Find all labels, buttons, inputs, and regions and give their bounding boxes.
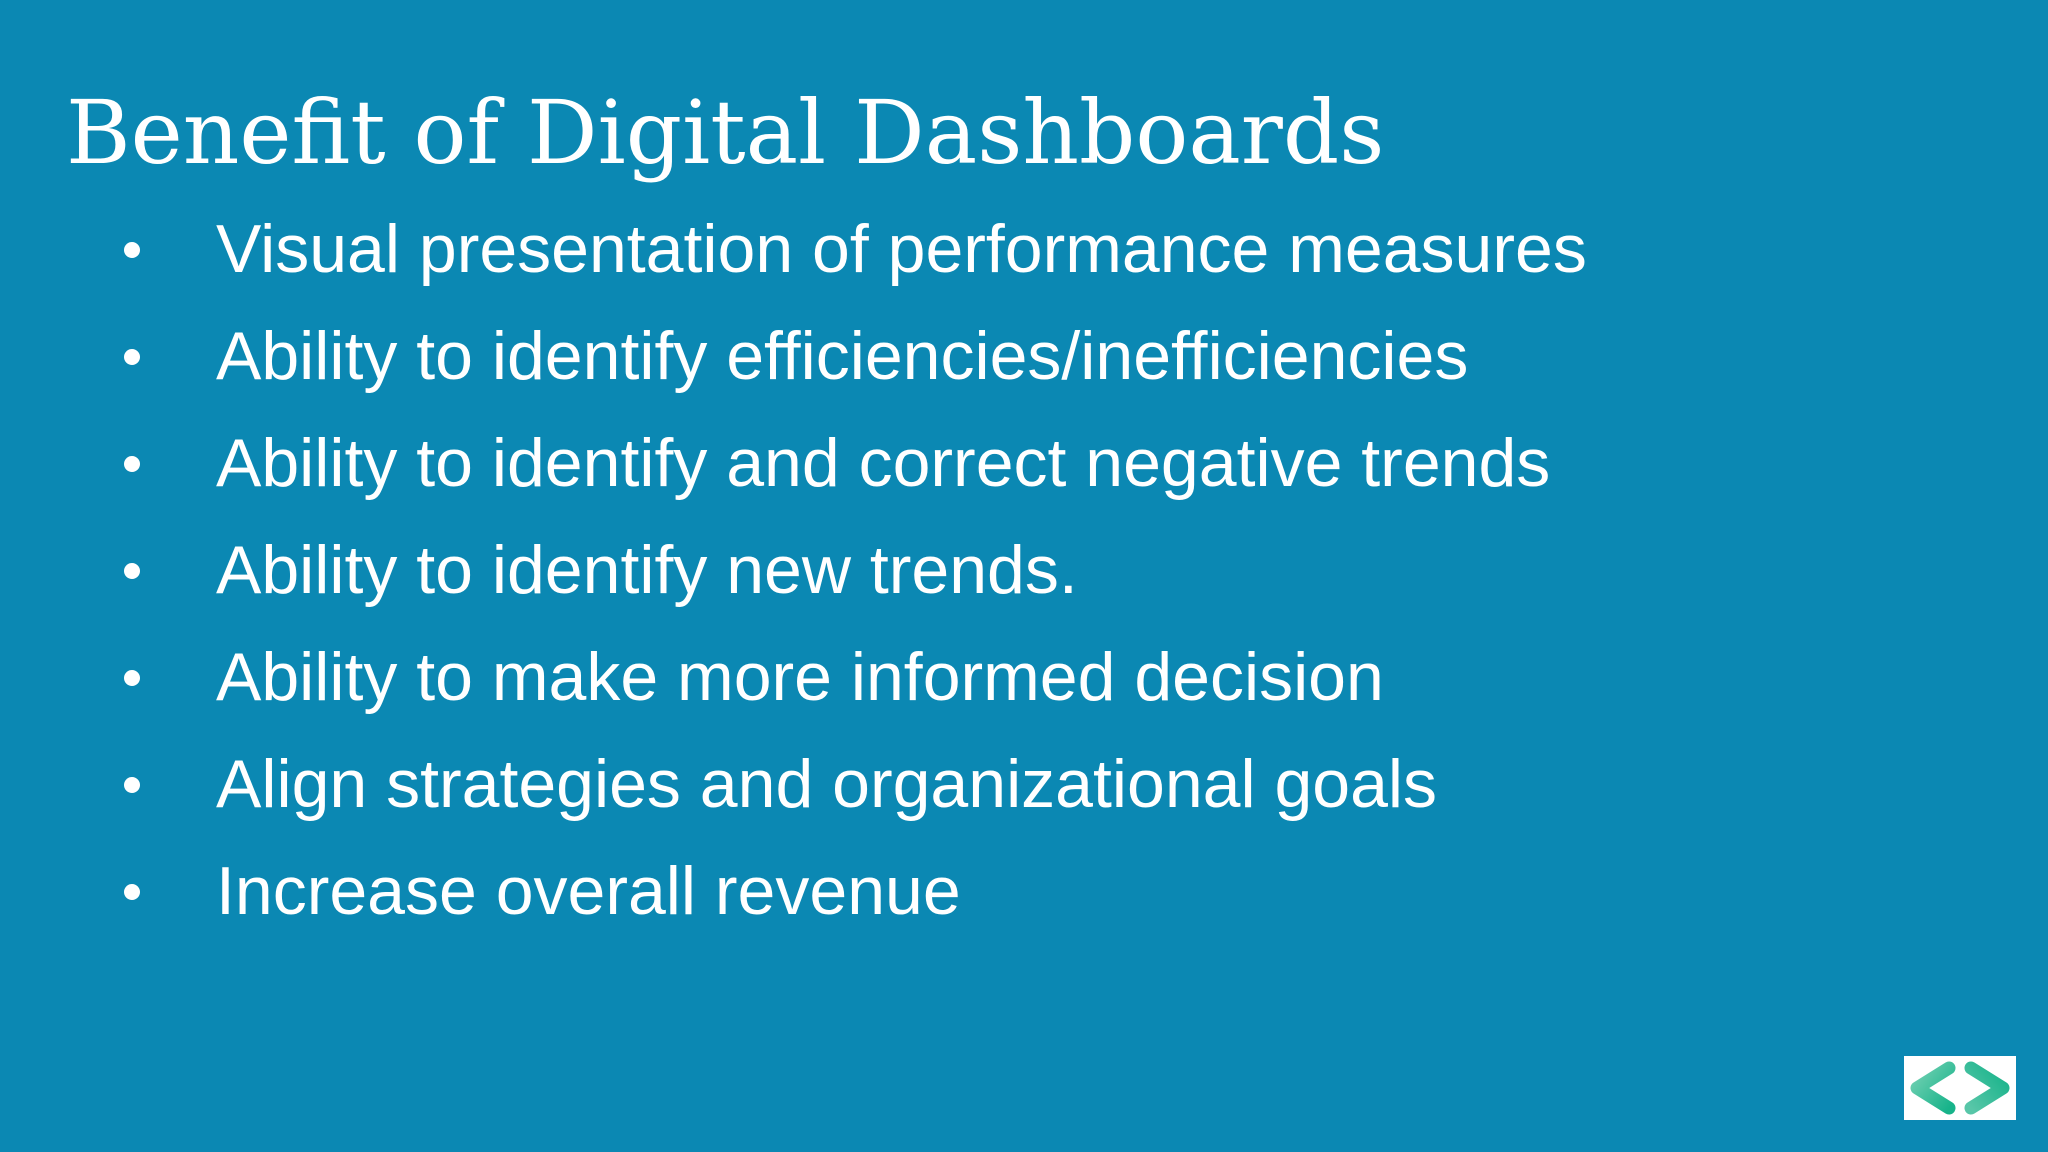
bullet-text: Increase overall revenue (216, 853, 961, 929)
bullet-text: Ability to identify new trends. (216, 532, 1078, 608)
slide-title: Benefit of Digital Dashboards (66, 81, 1385, 184)
bullet-dot-icon (124, 669, 140, 686)
bullet-dot-icon (124, 776, 140, 793)
bullet-dot-icon (124, 455, 140, 472)
bullet-dot-icon (124, 883, 140, 900)
bullet-text: Visual presentation of performance measu… (216, 211, 1587, 287)
bullet-dot-icon (124, 348, 140, 365)
bullet-text: Align strategies and organizational goal… (216, 746, 1438, 822)
angle-brackets-logo-icon (1904, 1056, 2016, 1120)
bullet-text: Ability to identify and correct negative… (216, 425, 1551, 501)
bullet-dot-icon (124, 562, 140, 579)
bullet-dot-icon (124, 241, 140, 258)
bullet-text: Ability to identify efficiencies/ineffic… (216, 318, 1469, 394)
bullet-text: Ability to make more informed decision (216, 639, 1384, 715)
